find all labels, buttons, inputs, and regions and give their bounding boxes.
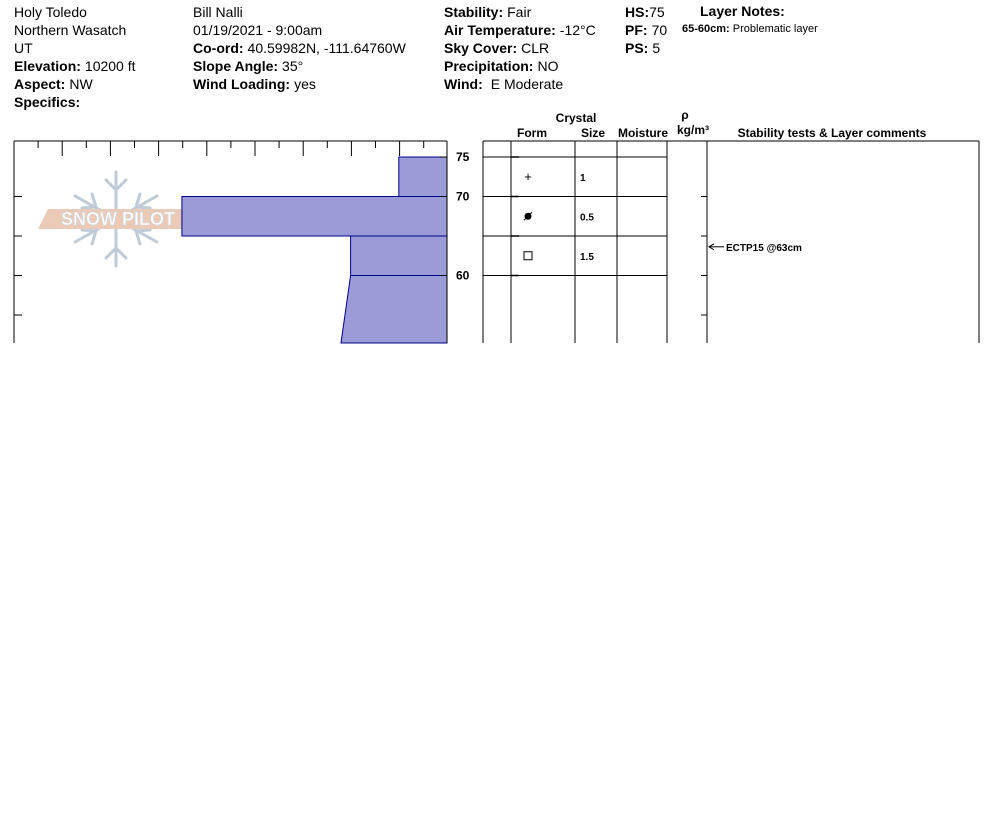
moisture-header: Moisture <box>618 126 668 140</box>
stability-label: Stability: <box>444 4 504 20</box>
left-height-ticks <box>14 196 22 316</box>
sky-cover-field: Sky Cover: CLR <box>444 39 549 57</box>
elevation-label: Elevation: <box>14 58 81 74</box>
wind-loading-field: Wind Loading: yes <box>193 75 316 93</box>
height-tick-label: 60 <box>456 269 470 283</box>
hardness-ticks <box>13 141 425 156</box>
ps-value: 5 <box>652 40 661 56</box>
slope-label: Slope Angle: <box>193 58 279 74</box>
slope-field: Slope Angle: 35° <box>193 57 303 75</box>
wind-loading-value: yes <box>294 76 316 92</box>
ps-label: PS: <box>625 40 649 56</box>
sky-cover-label: Sky Cover: <box>444 40 518 56</box>
sky-cover-value: CLR <box>521 40 550 56</box>
wind-field: Wind: E Moderate <box>444 75 563 93</box>
hardness-bar <box>340 275 448 344</box>
crystal-size-value: 1.5 <box>580 252 594 263</box>
density-unit-header: kg/m³ <box>677 123 709 137</box>
observation-datetime: 01/19/2021 - 9:00am <box>193 22 323 38</box>
specifics-label: Specifics: <box>14 94 81 110</box>
logo-banner <box>38 209 193 229</box>
crystal-size-value: 1 <box>580 173 586 184</box>
hardness-bar <box>181 196 448 237</box>
air-temp-field: Air Temperature: -12°C <box>444 21 596 39</box>
hs-label: HS: <box>625 4 650 20</box>
layer-table <box>482 140 980 343</box>
hardness-bar <box>398 156 448 197</box>
coord-field: Co-ord: 40.59982N, -111.64760W <box>193 39 406 57</box>
crystal-form-symbol: + <box>524 169 532 184</box>
location-name: Holy Toledo <box>14 4 87 20</box>
stability-test-label: ECTP15 @63cm <box>726 243 802 254</box>
stability-value: Fair <box>507 4 532 20</box>
logo-text: SNOW PILOT <box>61 209 175 229</box>
snow-pilot-logo: SNOW PILOT <box>38 170 193 268</box>
air-temp-label: Air Temperature: <box>444 22 556 38</box>
pf-value: 70 <box>651 22 668 38</box>
crystal-header: Crystal <box>556 111 597 125</box>
height-axis: 75 70 60 <box>440 150 470 283</box>
coord-value: 40.59982N, -111.64760W <box>247 40 406 56</box>
crystal-form-symbol-stroke <box>523 211 533 221</box>
hs-field: HS:75 <box>625 3 665 21</box>
elevation-value: 10200 ft <box>84 58 136 74</box>
hardness-profile <box>181 156 448 344</box>
range-name: Northern Wasatch <box>14 22 127 38</box>
form-header: Form <box>517 126 547 140</box>
aspect-value: NW <box>69 76 93 92</box>
layer-note: 65-60cm: Problematic layer <box>682 23 818 35</box>
slope-value: 35° <box>282 58 304 74</box>
height-tick-label: 70 <box>456 190 470 204</box>
crystal-size-value: 0.5 <box>580 212 594 223</box>
state-name: UT <box>14 40 33 56</box>
wind-label: Wind: <box>444 76 483 92</box>
comments-header: Stability tests & Layer comments <box>738 126 927 140</box>
pf-label: PF: <box>625 22 648 38</box>
layer-notes-title: Layer Notes: <box>700 3 785 19</box>
crystal-form-symbol <box>523 251 533 261</box>
precip-label: Precipitation: <box>444 58 534 74</box>
coord-label: Co-ord: <box>193 40 244 56</box>
test-pointer-arrow <box>708 243 715 251</box>
elevation-field: Elevation: 10200 ft <box>14 57 136 75</box>
precip-field: Precipitation: NO <box>444 57 558 75</box>
wind-loading-label: Wind Loading: <box>193 76 291 92</box>
size-header: Size <box>581 126 605 140</box>
hardness-bar <box>350 235 448 276</box>
rho-header: ρ <box>681 108 688 122</box>
stability-field: Stability: Fair <box>444 3 531 21</box>
pf-field: PF: 70 <box>625 21 667 39</box>
specifics-field: Specifics: <box>14 93 80 111</box>
height-tick-label: 75 <box>456 150 470 164</box>
aspect-field: Aspect: NW <box>14 75 93 93</box>
air-temp-value: -12°C <box>559 22 596 38</box>
wind-value: E Moderate <box>490 76 564 92</box>
stability-tests: ECTP15 @63cm <box>708 243 802 254</box>
aspect-label: Aspect: <box>14 76 66 92</box>
layer-note-range: 65-60cm: <box>682 23 730 35</box>
precip-value: NO <box>537 58 559 74</box>
layer-note-text: Problematic layer <box>732 23 818 35</box>
ps-field: PS: 5 <box>625 39 660 57</box>
hs-value: 75 <box>649 4 665 20</box>
observer-name: Bill Nalli <box>193 4 243 20</box>
layer-rows: +1 0.5 1.5 <box>483 156 667 277</box>
